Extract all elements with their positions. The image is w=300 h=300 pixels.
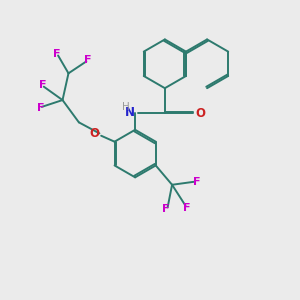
Text: F: F [193,177,200,187]
Text: O: O [196,107,206,120]
Text: F: F [183,203,190,213]
Text: N: N [125,106,135,119]
Text: F: F [37,103,44,113]
Text: F: F [53,49,60,59]
Text: O: O [89,127,99,140]
Text: F: F [162,204,170,214]
Text: H: H [122,102,130,112]
Text: F: F [39,80,46,90]
Text: F: F [84,55,92,65]
